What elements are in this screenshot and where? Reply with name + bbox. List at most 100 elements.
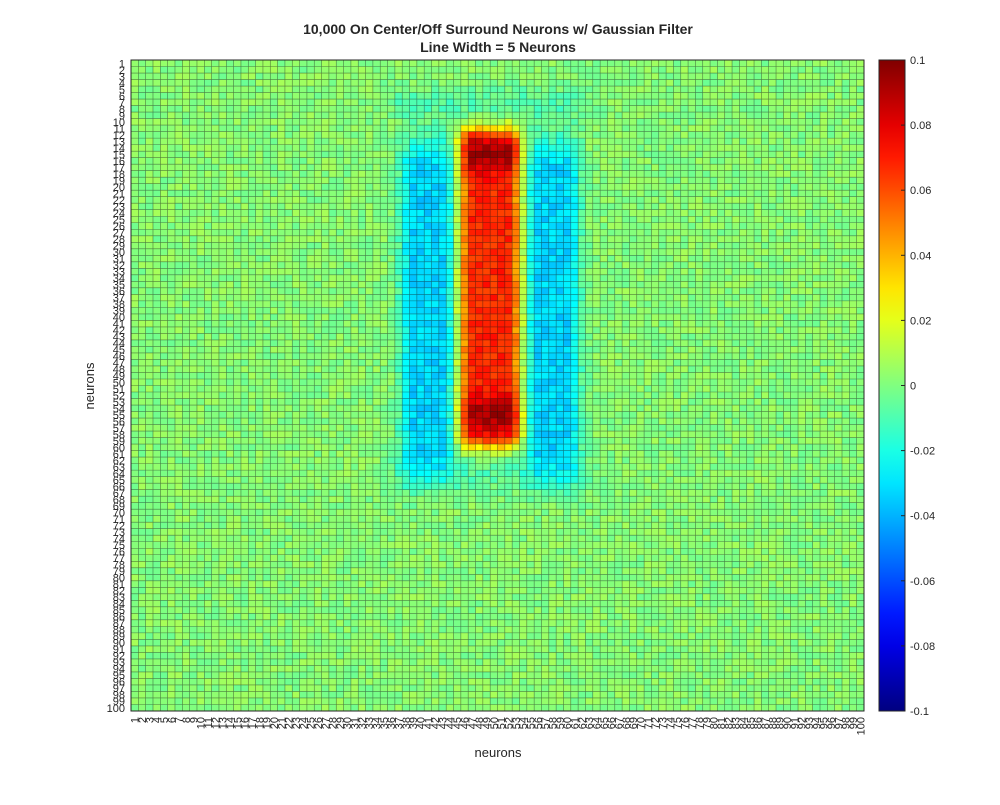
heatmap-cell — [570, 365, 579, 373]
heatmap-cell — [394, 281, 403, 289]
heatmap-cell — [328, 131, 337, 139]
heatmap-cell — [739, 359, 748, 367]
heatmap-cell — [270, 294, 278, 302]
heatmap-cell — [570, 99, 579, 106]
heatmap-cell — [226, 138, 234, 145]
heatmap-cell — [380, 339, 388, 347]
heatmap-cell — [592, 216, 601, 224]
heatmap-cell — [666, 378, 674, 386]
heatmap-cell — [849, 99, 857, 106]
heatmap-cell — [607, 255, 616, 263]
heatmap-cell — [490, 203, 498, 211]
heatmap-cell — [336, 294, 344, 302]
heatmap-cell — [490, 209, 498, 217]
heatmap-cell — [739, 255, 748, 263]
heatmap-cell — [277, 99, 286, 106]
heatmap-cell — [416, 112, 425, 119]
heatmap-cell — [702, 151, 711, 158]
heatmap-cell — [519, 287, 528, 295]
heatmap-cell — [519, 177, 528, 184]
heatmap-cell — [372, 333, 381, 341]
heatmap-cell — [629, 281, 638, 289]
heatmap-cell — [614, 177, 623, 184]
heatmap-cell — [482, 352, 491, 360]
heatmap-cell — [468, 177, 476, 184]
heatmap-cell — [189, 300, 198, 308]
heatmap-cell — [519, 359, 528, 367]
heatmap-cell — [622, 112, 630, 119]
heatmap-cell — [820, 151, 828, 158]
heatmap-cell — [827, 79, 835, 87]
heatmap-cell — [328, 346, 337, 354]
heatmap-cell — [680, 196, 689, 204]
heatmap-cell — [856, 125, 865, 132]
heatmap-cell — [402, 99, 410, 106]
heatmap-cell — [270, 105, 278, 113]
heatmap-cell — [805, 261, 813, 269]
heatmap-cell — [284, 164, 293, 171]
heatmap-cell — [460, 346, 469, 354]
heatmap-cell — [424, 235, 432, 243]
heatmap-cell — [174, 235, 183, 243]
heatmap-cell — [658, 242, 667, 250]
heatmap-cell — [490, 164, 498, 171]
heatmap-cell — [702, 229, 711, 237]
heatmap-cell — [482, 326, 491, 334]
heatmap-cell — [519, 105, 528, 113]
heatmap-cell — [394, 274, 403, 282]
heatmap-cell — [314, 66, 322, 74]
heatmap-cell — [534, 300, 542, 308]
heatmap-cell — [739, 352, 748, 360]
heatmap-cell — [827, 222, 835, 230]
heatmap-cell — [746, 73, 755, 80]
heatmap-cell — [673, 79, 682, 87]
heatmap-cell — [460, 86, 469, 93]
heatmap-cell — [152, 287, 161, 295]
heatmap-cell — [196, 203, 205, 211]
heatmap-cell — [842, 242, 850, 250]
heatmap-cell — [512, 294, 520, 302]
heatmap-cell — [812, 365, 821, 373]
heatmap-cell — [534, 170, 542, 178]
heatmap-cell — [174, 209, 183, 217]
heatmap-cell — [211, 209, 220, 217]
heatmap-cell — [182, 73, 190, 80]
heatmap-cell — [512, 352, 520, 360]
heatmap-cell — [732, 157, 740, 165]
heatmap-cell — [431, 229, 440, 237]
heatmap-cell — [314, 196, 322, 204]
heatmap-cell — [556, 92, 564, 100]
heatmap-cell — [284, 281, 293, 289]
heatmap-cell — [196, 372, 205, 380]
heatmap-cell — [732, 60, 740, 67]
heatmap-cell — [673, 105, 682, 113]
heatmap-cell — [570, 105, 579, 113]
heatmap-cell — [614, 372, 623, 380]
heatmap-cell — [636, 294, 645, 302]
heatmap-cell — [820, 138, 828, 145]
heatmap-cell — [651, 281, 660, 289]
heatmap-cell — [490, 287, 498, 295]
heatmap-cell — [292, 144, 300, 152]
heatmap-cell — [834, 307, 843, 315]
heatmap-cell — [490, 125, 498, 132]
heatmap-cell — [563, 339, 572, 347]
heatmap-cell — [746, 177, 755, 184]
heatmap-cell — [805, 378, 813, 386]
heatmap-cell — [673, 248, 682, 256]
heatmap-cell — [849, 151, 857, 158]
heatmap-cell — [211, 320, 220, 328]
heatmap-cell — [424, 378, 432, 386]
heatmap-cell — [519, 307, 528, 315]
heatmap-cell — [372, 248, 381, 256]
heatmap-cell — [321, 118, 330, 126]
heatmap-cell — [834, 196, 843, 204]
heatmap-cell — [336, 183, 344, 191]
heatmap-cell — [328, 248, 337, 256]
heatmap-cell — [174, 190, 183, 198]
heatmap-cell — [336, 177, 344, 184]
heatmap-cell — [321, 92, 330, 100]
heatmap-cell — [842, 300, 850, 308]
heatmap-cell — [636, 209, 645, 217]
heatmap-cell — [497, 209, 506, 217]
